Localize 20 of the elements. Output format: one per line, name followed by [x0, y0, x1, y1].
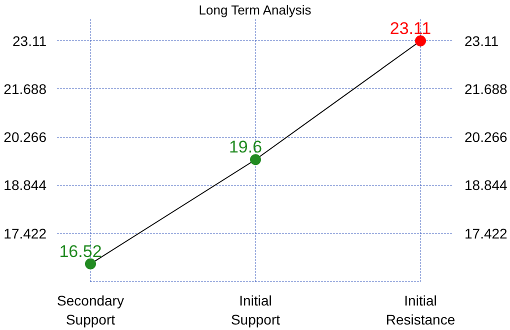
x-tick-label: Secondary Support — [57, 292, 124, 328]
point — [85, 258, 96, 270]
y-tick-label: 21.688 — [4, 80, 47, 97]
chart-title: Long Term Analysis — [198, 2, 312, 18]
data-label: 23.11 — [390, 18, 432, 38]
point — [415, 35, 426, 46]
data-label: 16.52 — [59, 242, 102, 261]
y2-tick-label: 20.266 — [464, 129, 508, 146]
y-tick-label: 18.844 — [4, 177, 47, 194]
y2-tick-label: 17.422 — [464, 225, 508, 242]
y-tick-label: 23.11 — [12, 32, 47, 49]
point — [250, 154, 261, 166]
y2-tick-label: 23.11 — [464, 32, 499, 49]
y-tick-label: 17.422 — [4, 225, 47, 242]
y-tick-label: 20.266 — [4, 129, 47, 146]
y2-tick-label: 21.688 — [464, 80, 508, 97]
y2-tick-label: 18.844 — [464, 177, 508, 194]
x-tick-label: Initial Support — [230, 292, 280, 328]
data-label: 19.6 — [228, 138, 262, 157]
x-tick-label: Initial Resistance — [386, 292, 456, 328]
